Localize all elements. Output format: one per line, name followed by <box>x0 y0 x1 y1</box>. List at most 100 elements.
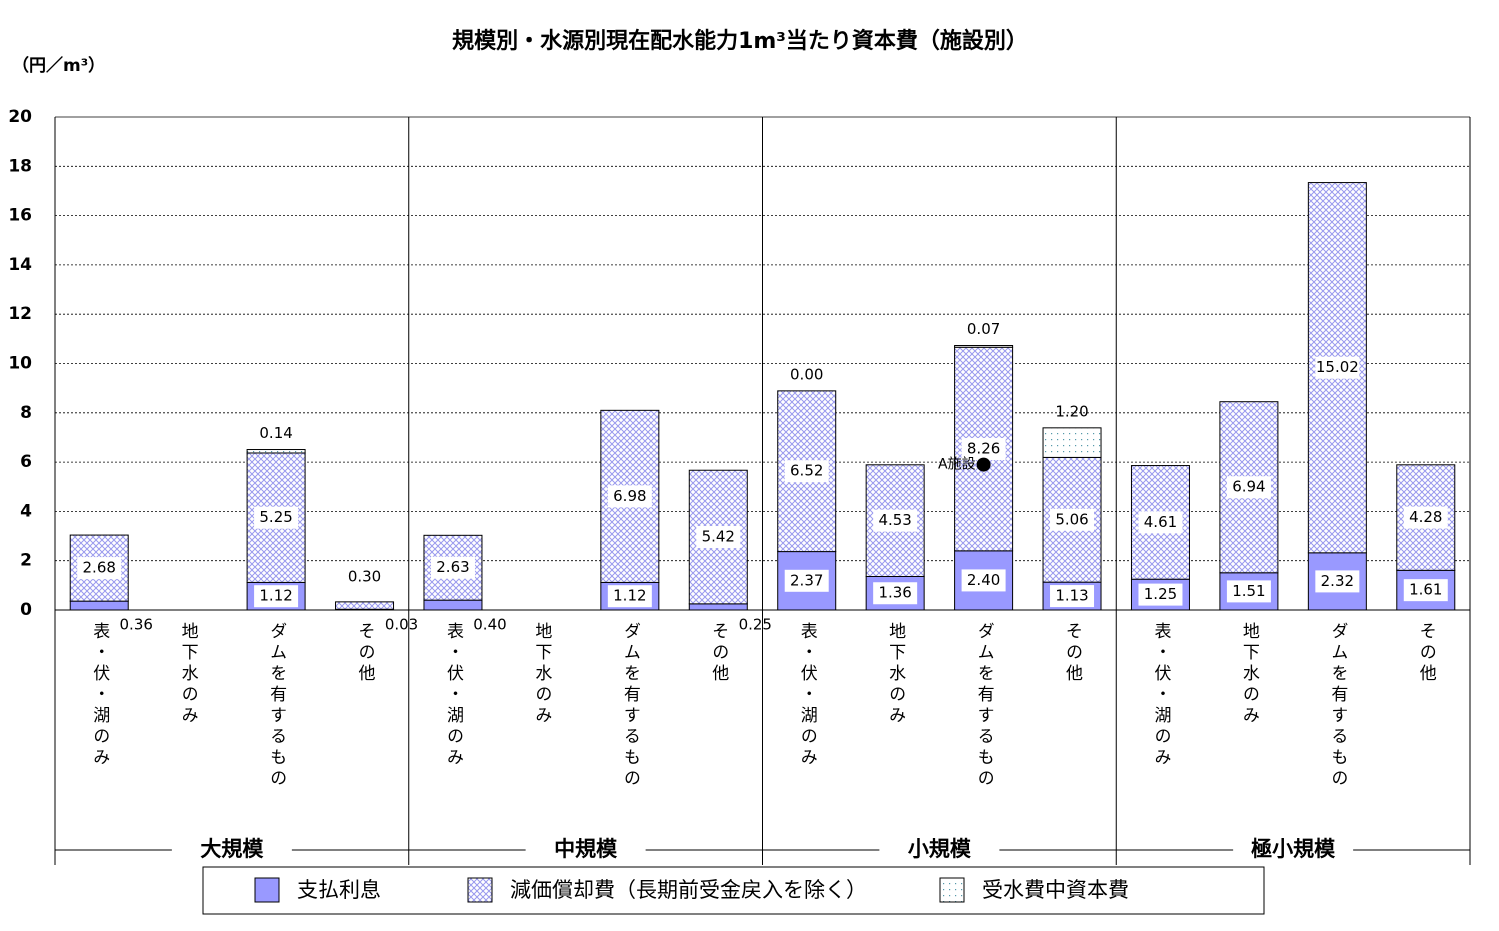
x-tick-label: 表・伏・湖のみ <box>797 622 818 769</box>
group-label-bg <box>171 838 292 862</box>
value-label-bg <box>607 485 652 508</box>
value-label: 0.36 <box>120 616 153 634</box>
y-tick-label: 20 <box>8 107 32 127</box>
y-tick-label: 0 <box>20 600 32 620</box>
value-label: 1.25 <box>1144 585 1177 603</box>
x-tick-label: 地下水のみ <box>178 622 199 727</box>
value-label: 6.98 <box>613 487 646 505</box>
value-label: 0.30 <box>348 567 381 585</box>
value-label-bg <box>254 506 299 529</box>
value-label-bg <box>1138 511 1183 534</box>
value-label: 4.28 <box>1409 508 1442 526</box>
bar-segment <box>69 600 129 611</box>
x-tick-label: ダムを有するもの <box>620 622 641 790</box>
group-label-bg <box>879 838 1000 862</box>
value-label-bg <box>1226 580 1271 603</box>
x-tick-label: ダムを有するもの <box>266 622 287 790</box>
value-label: 5.06 <box>1055 510 1088 528</box>
value-label-bg <box>873 509 918 532</box>
bar-segment <box>688 603 748 611</box>
group-label: 中規模 <box>554 837 618 861</box>
value-label-bg <box>77 557 122 580</box>
value-label: 5.42 <box>702 528 735 546</box>
y-axis-label: （円／m³） <box>12 55 105 76</box>
value-label: 5.25 <box>259 508 292 526</box>
value-label-bg <box>873 582 918 605</box>
value-label: 4.61 <box>1144 513 1177 531</box>
group-label-bg <box>525 838 646 862</box>
value-label: 1.12 <box>259 587 292 605</box>
value-label-bg <box>961 438 1006 461</box>
value-label-bg <box>1138 583 1183 606</box>
value-label-bg <box>1403 506 1448 529</box>
value-label: 0.03 <box>385 616 418 634</box>
x-tick-label: その他 <box>355 622 376 685</box>
value-label: 2.63 <box>436 558 469 576</box>
value-label: 0.40 <box>473 616 506 634</box>
x-tick-label: ダムを有するもの <box>974 622 995 790</box>
x-tick-label: 地下水のみ <box>1239 622 1260 727</box>
value-label-bg <box>1403 579 1448 602</box>
x-tick-label: 表・伏・湖のみ <box>1150 622 1171 769</box>
bar-segment <box>1042 427 1102 458</box>
group-label: 大規模 <box>200 837 264 861</box>
value-label: 4.53 <box>878 511 911 529</box>
value-label: 2.40 <box>967 571 1000 589</box>
annotation-label: A施設 <box>938 457 976 473</box>
value-label: 8.26 <box>967 440 1000 458</box>
y-tick-label: 10 <box>8 354 32 374</box>
value-label: 2.37 <box>790 571 823 589</box>
value-label-bg <box>784 460 829 483</box>
x-tick-label: 地下水のみ <box>531 622 552 727</box>
value-label-bg <box>1050 585 1095 608</box>
value-label: 2.68 <box>83 559 116 577</box>
y-tick-label: 8 <box>20 403 32 423</box>
value-label-bg <box>1315 570 1360 593</box>
bar-segment <box>246 449 306 454</box>
bar-segment <box>423 599 483 611</box>
value-label-bg <box>696 526 741 549</box>
annotation-dot <box>976 457 991 472</box>
value-label: 2.32 <box>1321 572 1354 590</box>
bar-segment <box>954 345 1014 348</box>
y-tick-label: 12 <box>8 304 32 324</box>
value-label: 6.94 <box>1232 478 1265 496</box>
value-label: 15.02 <box>1316 358 1359 376</box>
value-label: 0.14 <box>259 424 292 442</box>
group-label-bg <box>1233 838 1354 862</box>
legend-label: 支払利息 <box>297 878 381 902</box>
value-label: 1.51 <box>1232 582 1265 600</box>
value-label: 0.00 <box>790 365 823 383</box>
chart-title: 規模別・水源別現在配水能力1m³当たり資本費（施設別） <box>452 28 1028 54</box>
x-tick-label: その他 <box>1062 622 1083 685</box>
x-tick-label: 地下水のみ <box>885 622 906 727</box>
value-label: 1.13 <box>1055 587 1088 605</box>
legend-box <box>202 866 1265 915</box>
legend-label: 受水費中資本費 <box>982 878 1129 902</box>
x-tick-label: 表・伏・湖のみ <box>443 622 464 769</box>
value-label: 0.07 <box>967 320 1000 338</box>
value-label-bg <box>430 556 475 579</box>
y-tick-label: 4 <box>20 501 32 521</box>
group-label: 極小規模 <box>1251 837 1336 861</box>
value-label-bg <box>784 569 829 592</box>
x-tick-label: その他 <box>708 622 729 685</box>
value-label-bg <box>1050 508 1095 531</box>
legend-swatch <box>467 877 493 903</box>
legend-swatch <box>254 877 280 903</box>
value-label-bg <box>1315 356 1360 379</box>
value-label-bg <box>254 585 299 608</box>
value-label: 6.52 <box>790 462 823 480</box>
value-label: 1.20 <box>1055 402 1088 420</box>
y-tick-label: 18 <box>8 156 32 176</box>
x-tick-label: 表・伏・湖のみ <box>89 622 110 769</box>
value-label: 1.61 <box>1409 581 1442 599</box>
y-tick-label: 2 <box>20 551 32 571</box>
value-label-bg <box>607 585 652 608</box>
value-label: 1.36 <box>878 584 911 602</box>
value-label: 1.12 <box>613 587 646 605</box>
x-tick-label: その他 <box>1416 622 1437 685</box>
legend-swatch <box>939 877 965 903</box>
bar-segment <box>335 601 395 610</box>
